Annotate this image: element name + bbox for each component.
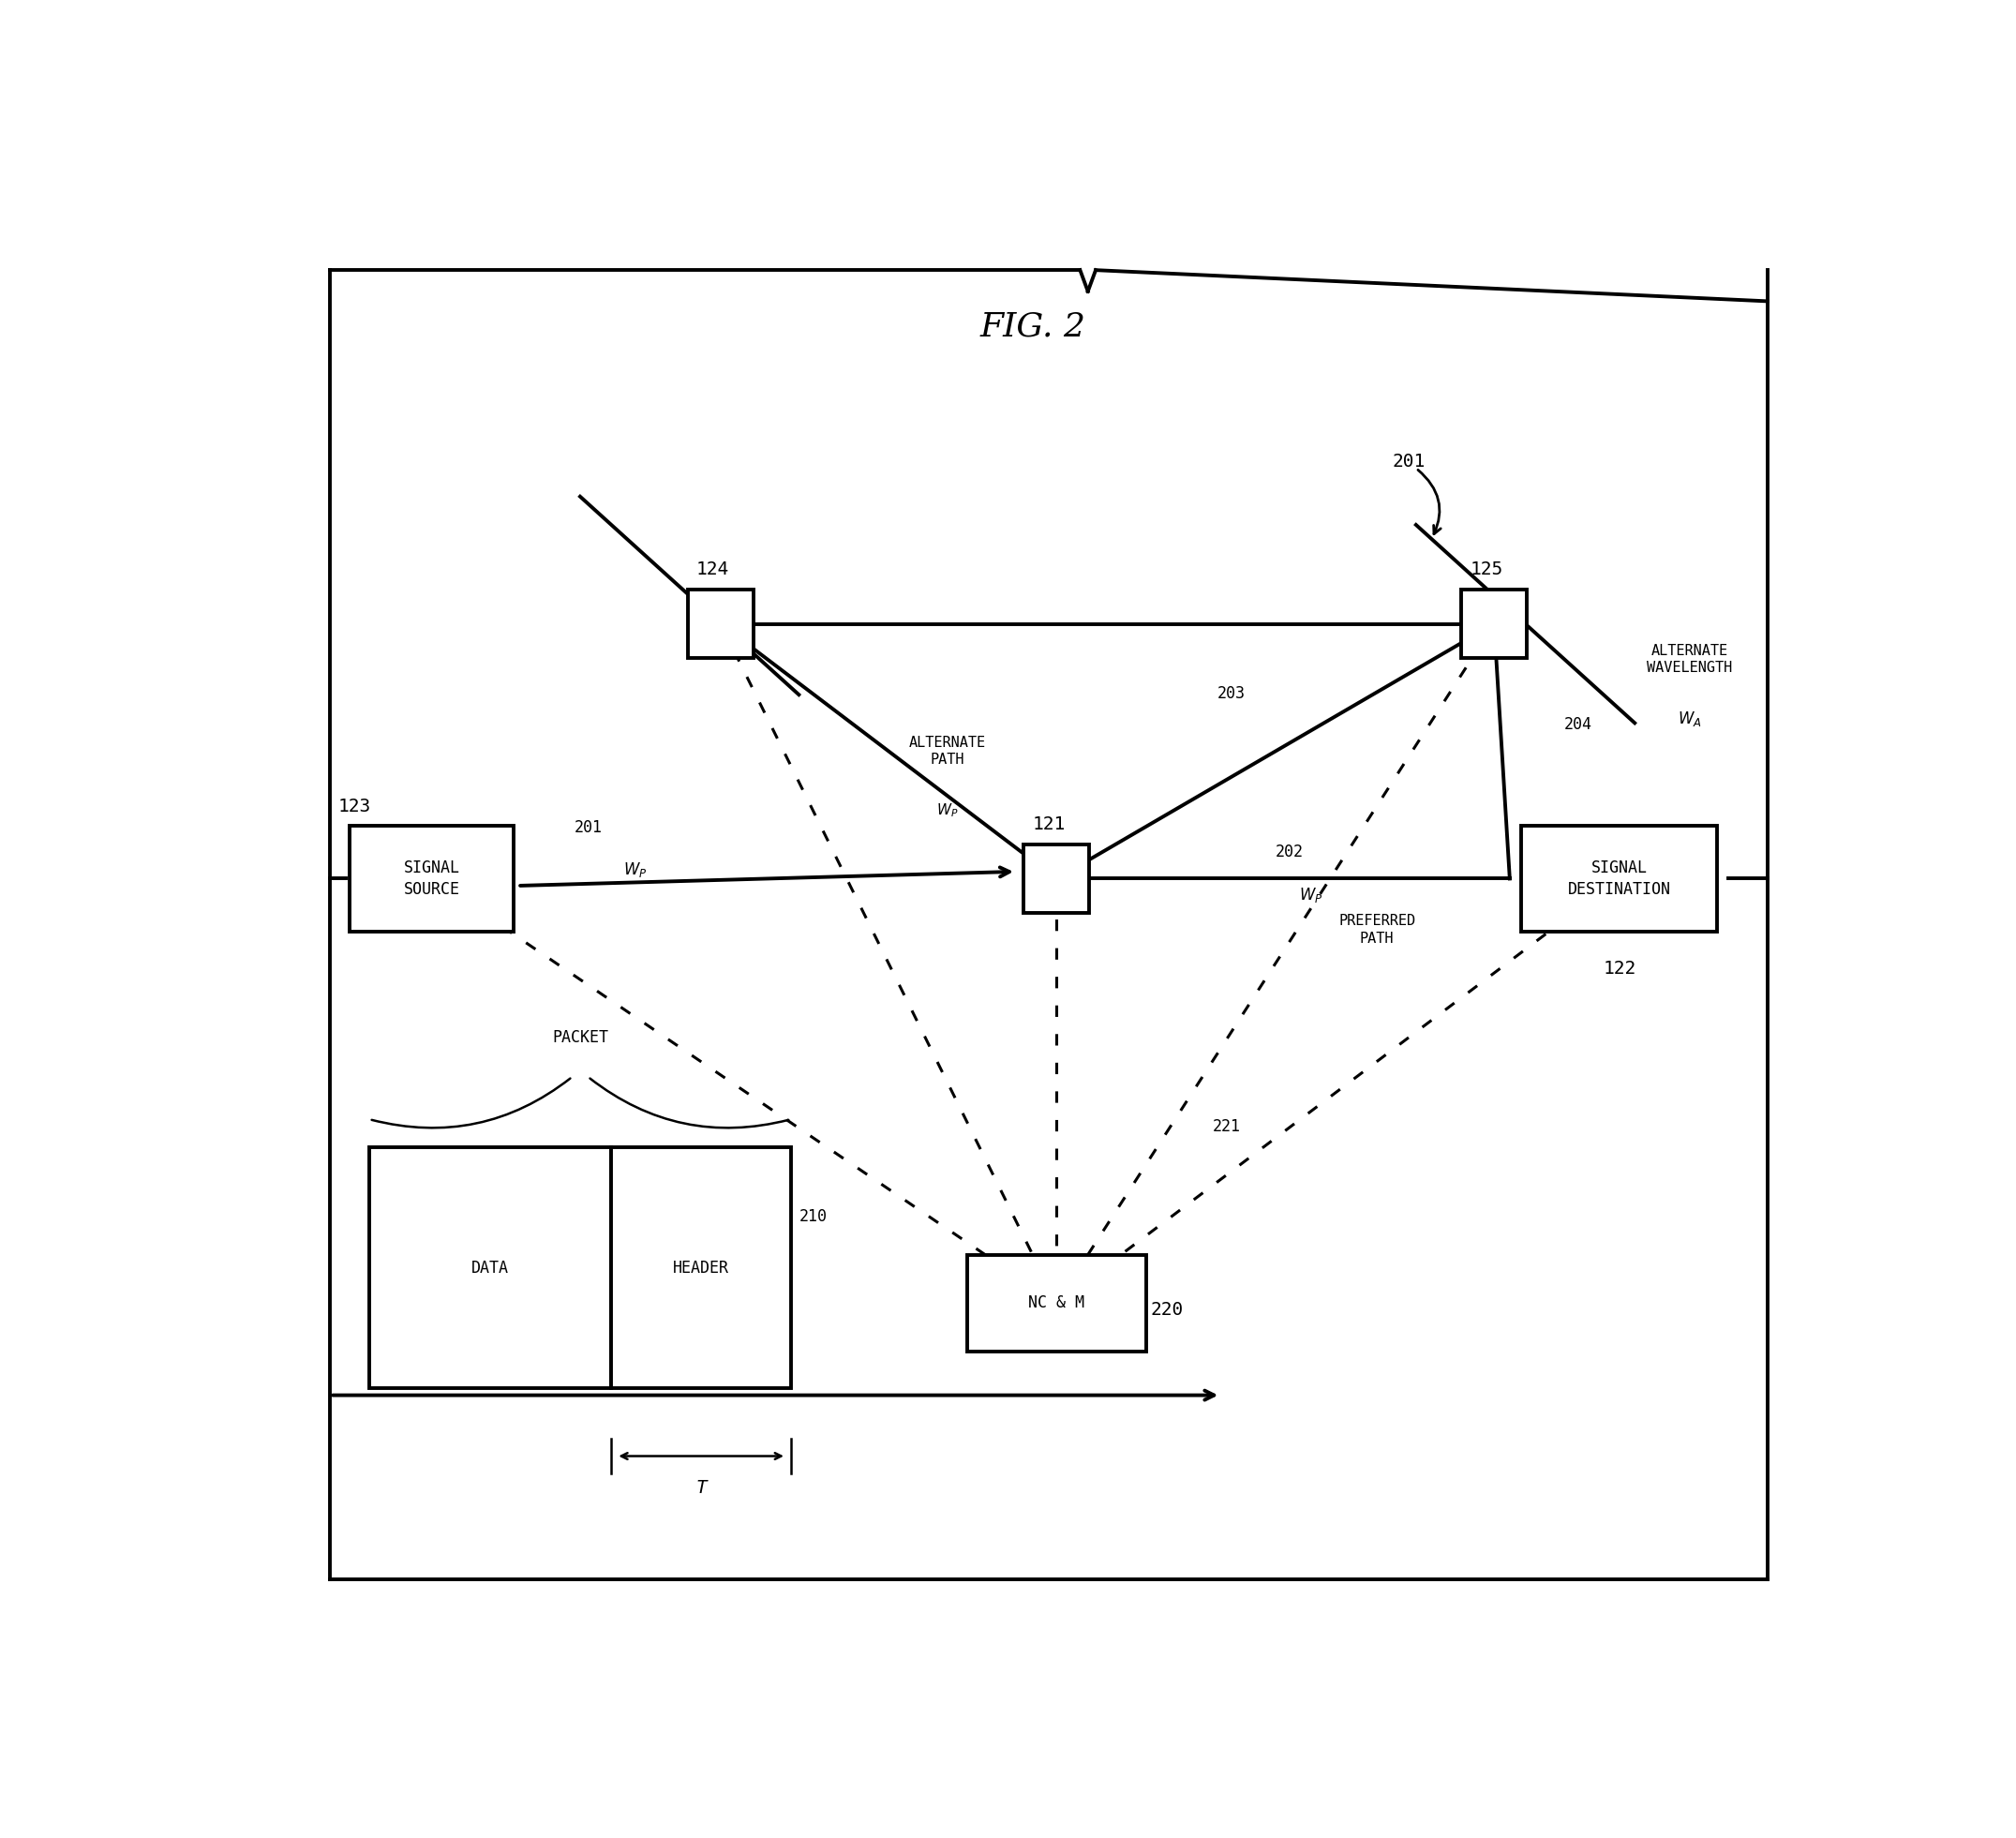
Text: NC & M: NC & M [1028,1294,1085,1312]
Text: ALTERNATE
PATH: ALTERNATE PATH [909,735,986,766]
Text: 220: 220 [1151,1301,1183,1320]
Text: 221: 221 [1214,1118,1242,1134]
Bar [611,1147,790,1388]
Text: 124: 124 [696,561,730,579]
Text: 123: 123 [339,798,371,814]
Bar [1522,825,1718,932]
Text: 202: 202 [1276,844,1304,860]
Text: 125: 125 [1470,561,1502,579]
Text: T: T [696,1480,708,1496]
Text: 201: 201 [575,820,603,836]
Bar [349,825,514,932]
Text: DATA: DATA [472,1259,508,1276]
Text: ALTERNATE
WAVELENGTH: ALTERNATE WAVELENGTH [1647,643,1732,675]
Text: 122: 122 [1603,959,1637,978]
Text: $W_P$: $W_P$ [935,801,958,820]
Bar [687,590,754,658]
Text: PREFERRED
PATH: PREFERRED PATH [1339,913,1415,945]
Text: $W_P$: $W_P$ [1298,886,1322,904]
Bar [1024,845,1089,913]
Text: $W_A$: $W_A$ [1677,709,1702,728]
Bar [1462,590,1526,658]
Text: $W_P$: $W_P$ [623,860,647,879]
Text: PACKET: PACKET [552,1029,609,1046]
Text: 210: 210 [798,1209,827,1226]
Text: 121: 121 [1032,816,1064,833]
Text: FIG. 2: FIG. 2 [980,311,1087,342]
Text: SIGNAL
DESTINATION: SIGNAL DESTINATION [1568,858,1671,899]
Text: 211: 211 [619,1209,647,1226]
Text: 203: 203 [1218,686,1246,702]
Text: 204: 204 [1564,717,1593,733]
Text: 201: 201 [1393,452,1425,471]
Text: SIGNAL
SOURCE: SIGNAL SOURCE [403,858,460,899]
Bar [369,1147,611,1388]
Text: HEADER: HEADER [673,1259,730,1276]
Bar [968,1255,1147,1351]
